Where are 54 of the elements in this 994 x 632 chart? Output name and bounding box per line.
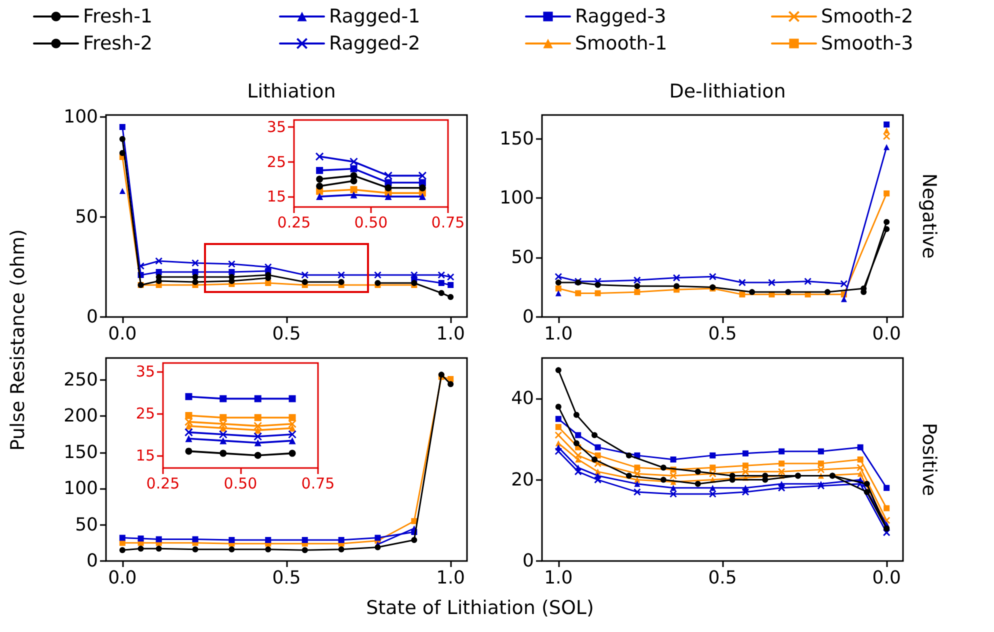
x-tick-label: 0.25 bbox=[277, 214, 311, 232]
legend-label: Ragged-1 bbox=[329, 6, 420, 28]
x-tick-label: 0.0 bbox=[108, 568, 137, 588]
y-tick-label: 0 bbox=[522, 550, 534, 572]
y-tick-label: 50 bbox=[511, 247, 534, 268]
y-tick-label: 35 bbox=[266, 118, 286, 136]
chart-title: De-lithiation bbox=[669, 80, 786, 102]
x-tick-label: 1.0 bbox=[436, 568, 465, 588]
x-tick-label: 0.5 bbox=[708, 568, 737, 588]
x-tick-label: 1.0 bbox=[436, 324, 465, 344]
x-tick-label: 0.0 bbox=[108, 324, 137, 344]
x-tick-label: 0.50 bbox=[224, 474, 258, 492]
legend-label: Smooth-1 bbox=[575, 32, 668, 54]
x-tick-label: 0.5 bbox=[708, 324, 737, 344]
x-tick-label: 0.0 bbox=[872, 568, 901, 588]
legend-label: Smooth-3 bbox=[821, 32, 914, 54]
y-tick-label: 25 bbox=[136, 404, 155, 422]
x-tick-label: 0.5 bbox=[272, 324, 301, 344]
x-tick-label: 0.75 bbox=[431, 214, 465, 232]
y-tick-label: 150 bbox=[64, 442, 98, 463]
y-tick-label: 25 bbox=[266, 152, 286, 171]
y-tick-label: 150 bbox=[500, 128, 534, 150]
legend-label: Ragged-2 bbox=[329, 32, 420, 54]
legend-label: Ragged-3 bbox=[575, 6, 666, 28]
y-tick-label: 200 bbox=[64, 406, 98, 426]
y-tick-label: 35 bbox=[136, 362, 155, 380]
y-tick-label: 250 bbox=[64, 369, 98, 390]
y-tick-label: 100 bbox=[64, 478, 98, 499]
x-tick-label: 0.50 bbox=[354, 214, 388, 232]
y-tick-label: 0 bbox=[86, 306, 98, 328]
y-tick-label: 20 bbox=[511, 469, 534, 490]
y-tick-label: 0 bbox=[86, 550, 98, 572]
y-axis-title: Pulse Resistance (ohm) bbox=[7, 229, 29, 451]
x-axis-title: State of Lithiation (SOL) bbox=[366, 597, 594, 619]
y-tick-label: 15 bbox=[136, 446, 155, 464]
y-tick-label: 50 bbox=[75, 206, 98, 228]
y-tick-label: 50 bbox=[75, 514, 98, 536]
legend-label: Fresh-2 bbox=[83, 32, 153, 54]
x-tick-label: 0.0 bbox=[872, 324, 901, 344]
x-tick-label: 1.0 bbox=[544, 568, 573, 588]
chart-title: Lithiation bbox=[247, 80, 336, 102]
x-tick-label: 0.25 bbox=[146, 474, 180, 492]
legend-label: Smooth-2 bbox=[821, 6, 914, 28]
x-tick-label: 1.0 bbox=[544, 324, 573, 344]
y-tick-label: 0 bbox=[522, 306, 534, 328]
y-tick-label: 40 bbox=[511, 388, 534, 410]
y-tick-label: 15 bbox=[266, 188, 286, 206]
y2-axis-title: Positive bbox=[918, 422, 940, 496]
legend-label: Fresh-1 bbox=[83, 6, 153, 28]
y2-axis-title: Negative bbox=[918, 173, 940, 259]
x-tick-label: 0.75 bbox=[301, 474, 335, 492]
y-tick-label: 100 bbox=[64, 106, 98, 128]
y-tick-label: 100 bbox=[500, 188, 534, 209]
x-tick-label: 0.5 bbox=[272, 568, 301, 588]
